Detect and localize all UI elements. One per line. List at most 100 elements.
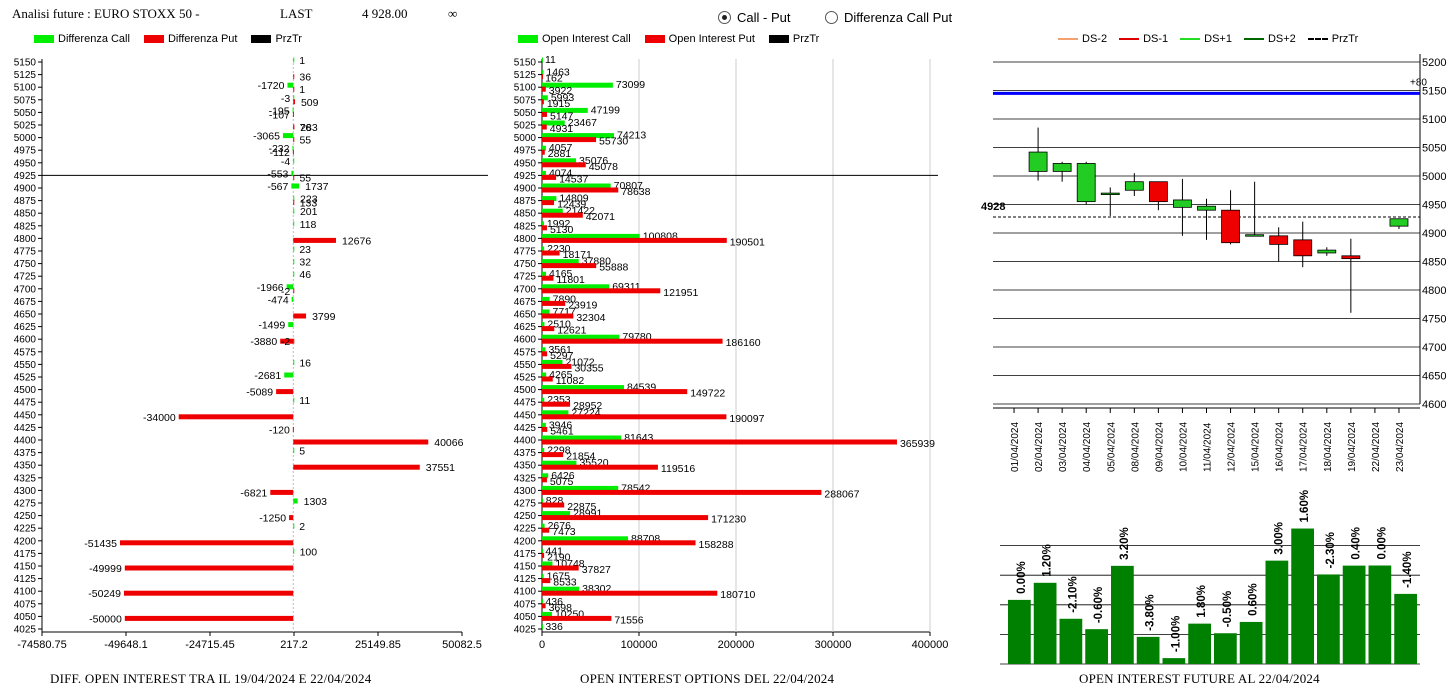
put-oi-label: 7473 xyxy=(552,526,576,538)
put-oi-label: 2881 xyxy=(548,148,572,160)
put-oi-bar xyxy=(542,426,548,432)
put-oi-label: 162 xyxy=(545,73,563,85)
put-oi-label: 22875 xyxy=(567,501,596,513)
put-oi-bar xyxy=(542,124,547,130)
legend-label: Differenza Put xyxy=(167,33,238,45)
oi-future-label: 3.20% xyxy=(1119,527,1131,560)
call-oi-bar xyxy=(542,196,557,202)
y-tick-label: 4900 xyxy=(1422,228,1446,240)
y-tick-label: 4875 xyxy=(514,196,537,207)
call-oi-bar xyxy=(542,498,543,504)
call-oi-bar xyxy=(542,448,545,454)
put-oi-label: 149722 xyxy=(690,388,725,400)
y-tick-label: 5025 xyxy=(14,121,37,132)
radio-call-put[interactable]: Call - Put xyxy=(718,10,790,25)
candle-body xyxy=(1269,235,1289,245)
y-tick-label: 4625 xyxy=(14,322,37,333)
call-oi-bar xyxy=(542,574,544,580)
legend-label: PrzTr xyxy=(1331,33,1359,45)
legend-line-ds-2 xyxy=(1058,38,1078,40)
call-oi-label: 11 xyxy=(545,54,556,66)
put-oi-bar xyxy=(542,338,723,344)
x-tick-label: 217.2 xyxy=(280,639,308,651)
y-tick-label: 4850 xyxy=(514,209,537,220)
put-diff-bar xyxy=(178,414,294,420)
put-diff-bar xyxy=(124,615,294,621)
y-tick-label: 4250 xyxy=(14,511,37,522)
put-oi-bar xyxy=(542,414,727,420)
oi-future-label: 1.60% xyxy=(1299,490,1311,523)
put-diff-bar-label: 40066 xyxy=(434,437,463,449)
call-diff-bar xyxy=(287,82,294,88)
put-oi-label: 121951 xyxy=(663,287,698,299)
put-diff-bar xyxy=(119,540,294,546)
oi-future-label: 0.40% xyxy=(1351,527,1363,560)
put-oi-bar xyxy=(542,552,545,558)
radio-unselected-icon[interactable] xyxy=(825,11,838,24)
put-diff-bar-label: 55 xyxy=(299,135,311,147)
put-diff-bar xyxy=(293,137,295,143)
legend-chart3: DS-2 DS-1 DS+1 DS+2 PrzTr xyxy=(1058,33,1358,45)
oi-future-label: 0.00% xyxy=(1016,561,1028,594)
x-tick-label: -74580.75 xyxy=(17,639,67,651)
oi-future-bar xyxy=(1394,593,1417,664)
x-tick-label: 100000 xyxy=(621,639,658,651)
put-diff-bar xyxy=(293,99,295,105)
put-oi-label: 158288 xyxy=(699,539,734,551)
y-tick-label: 4675 xyxy=(514,297,537,308)
y-tick-label: 4400 xyxy=(514,436,537,447)
call-oi-label: 441 xyxy=(545,545,563,557)
call-diff-bar-label: -3 xyxy=(281,93,290,105)
x-tick-label: 01/04/2024 xyxy=(1010,422,1021,472)
y-tick-label: 4700 xyxy=(1422,342,1446,354)
put-oi-label: 3698 xyxy=(549,602,573,614)
put-diff-bar xyxy=(123,590,294,596)
radio-differenza[interactable]: Differenza Call Put xyxy=(825,10,952,25)
call-oi-bar xyxy=(542,158,577,164)
call-diff-bar-label: 223 xyxy=(300,194,318,206)
put-oi-label: 1915 xyxy=(547,98,571,110)
put-oi-bar xyxy=(542,615,612,621)
y-tick-label: 4475 xyxy=(14,398,37,409)
y-tick-label: 4200 xyxy=(14,536,37,547)
y-tick-label: 5125 xyxy=(14,70,37,81)
y-tick-label: 4825 xyxy=(14,221,37,232)
call-oi-label: 2676 xyxy=(548,520,572,532)
put-diff-bar-label: 3799 xyxy=(312,311,336,323)
x-tick-label: 300000 xyxy=(815,639,852,651)
put-oi-bar xyxy=(542,149,545,155)
call-diff-bar xyxy=(291,183,294,189)
y-tick-label: 4725 xyxy=(514,272,537,283)
oi-future-bar xyxy=(1162,658,1186,664)
put-diff-bar-label: 133 xyxy=(300,198,318,210)
put-oi-label: 45078 xyxy=(589,161,618,173)
put-oi-bar xyxy=(542,237,727,243)
put-diff-bar-label: 283 xyxy=(300,122,318,134)
oi-future-bar xyxy=(1136,636,1160,664)
put-oi-label: 23919 xyxy=(568,299,597,311)
call-oi-label: 21072 xyxy=(565,356,594,368)
put-diff-bar-label: 76 xyxy=(300,122,312,134)
put-oi-label: 11801 xyxy=(556,274,585,286)
put-oi-label: 78638 xyxy=(621,186,650,198)
put-oi-label: 55730 xyxy=(599,136,628,148)
open-interest-options-chart: 0 100000 200000 300000 400000515051255100507… xyxy=(514,54,949,651)
oi-future-label: 0.00% xyxy=(1376,527,1388,560)
x-tick-label: 09/04/2024 xyxy=(1154,422,1165,472)
call-diff-bar xyxy=(293,548,295,554)
call-oi-label: 5993 xyxy=(551,92,575,104)
call-diff-bar xyxy=(293,158,295,164)
oi-future-label: -3.80% xyxy=(1145,594,1157,630)
y-tick-label: 5100 xyxy=(14,83,37,94)
oi-future-bar xyxy=(1033,582,1057,664)
put-oi-label: 12439 xyxy=(557,199,586,211)
y-tick-label: 4425 xyxy=(514,423,537,434)
oi-future-bar xyxy=(1342,565,1366,664)
x-tick-label: -24715.45 xyxy=(185,639,235,651)
put-oi-label: 190097 xyxy=(729,413,764,425)
call-oi-label: 4057 xyxy=(549,142,573,154)
call-oi-bar xyxy=(542,57,543,63)
radio-selected-icon[interactable] xyxy=(718,11,731,24)
put-diff-bar xyxy=(293,200,295,206)
y-tick-label: 4325 xyxy=(14,473,37,484)
